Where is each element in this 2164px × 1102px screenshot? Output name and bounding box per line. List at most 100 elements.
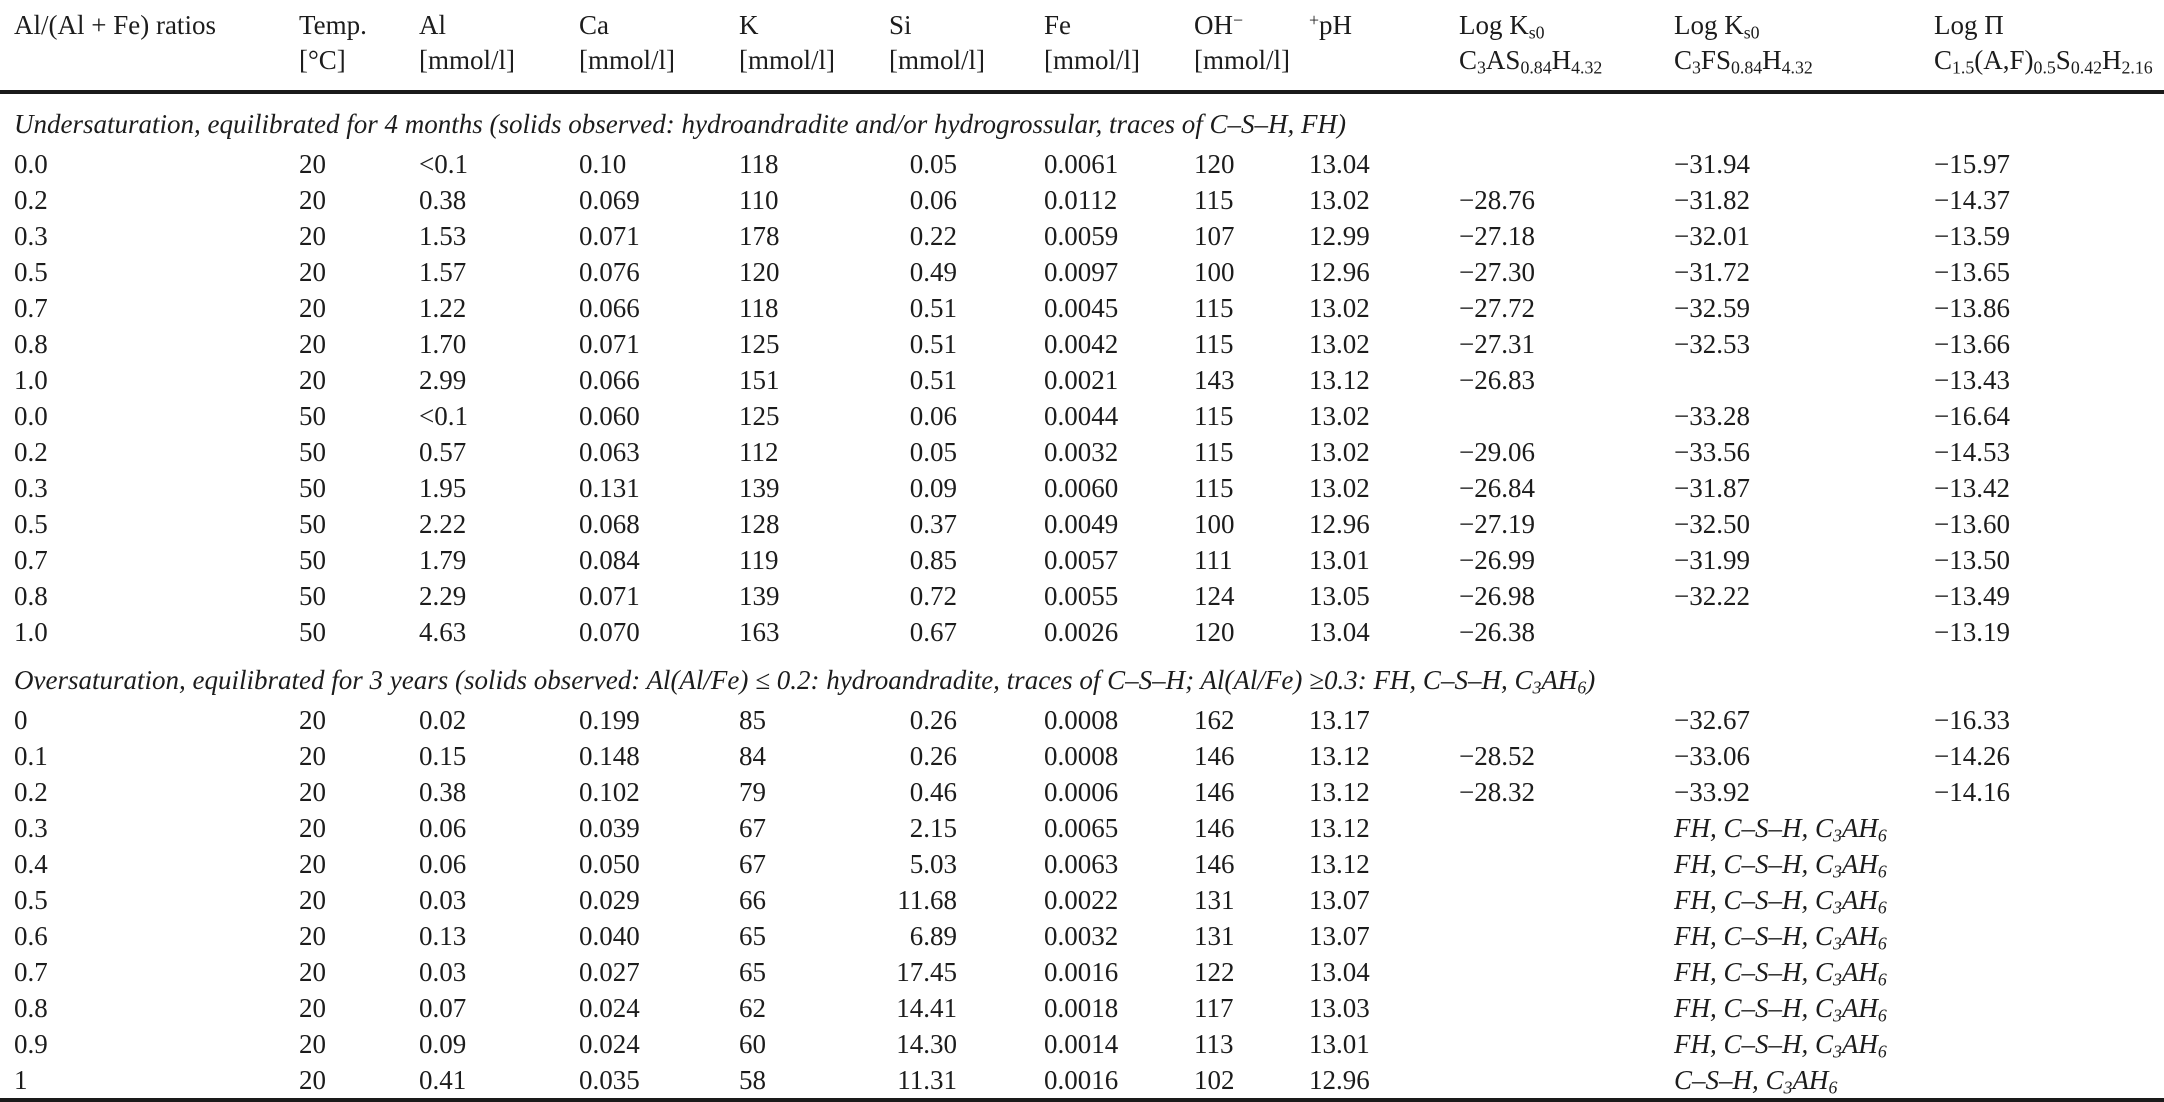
cell-al: <0.1 <box>419 401 468 431</box>
column-title: +pH <box>1309 9 1353 40</box>
table-row: 0.2 20 0.38 0.102 79 0.46 0.0006 146 13.12 −28.32… <box>0 774 2164 810</box>
cell-ph: 12.96 <box>1309 257 1370 287</box>
cell-ph: 13.02 <box>1309 185 1370 215</box>
cell-logks0-c3as <box>1445 702 1660 738</box>
cell-al: 0.57 <box>419 437 467 467</box>
table-row: 0.7 50 1.79 0.084 119 0.85 0.0057 111 13.01 −26.9… <box>0 542 2164 578</box>
cell-al: 0.41 <box>419 1065 467 1095</box>
table-row: 0.8 20 0.07 0.024 62 14.41 0.0018 117 13.03 FH, C… <box>0 990 2164 1026</box>
cell-ca: 0.027 <box>579 957 640 987</box>
column-title: Al/(Al + Fe) ratios <box>14 10 216 40</box>
table-row: 0.3 20 0.06 0.039 67 2.15 0.0065 146 13.12 FH, C–… <box>0 810 2164 846</box>
cell-oh: 115 <box>1194 473 1234 503</box>
cell-si: 0.51 <box>909 365 957 395</box>
cell-oh: 115 <box>1194 401 1234 431</box>
cell-oh: 146 <box>1194 813 1235 843</box>
cell-logks0-c3fs: −31.87 <box>1674 473 1750 503</box>
column-unit <box>14 43 285 78</box>
cell-al: 0.38 <box>419 185 467 215</box>
cell-al: 0.09 <box>419 1029 467 1059</box>
cell-k: 139 <box>739 473 780 503</box>
cell-k: 163 <box>739 617 780 647</box>
cell-logks0-c3as: −26.98 <box>1459 581 1535 611</box>
cell-ratio: 0.8 <box>14 993 48 1023</box>
cell-logpi: −13.19 <box>1934 617 2010 647</box>
cell-oh: 113 <box>1194 1029 1234 1059</box>
column-unit: [mmol/l] <box>579 45 675 75</box>
cell-oh: 115 <box>1194 293 1234 323</box>
column-unit: [mmol/l] <box>1044 45 1140 75</box>
column-unit: [mmol/l] <box>1194 45 1290 75</box>
table-row: 0.5 20 1.57 0.076 120 0.49 0.0097 100 12.96 −27.3… <box>0 254 2164 290</box>
cell-temp: 20 <box>299 1065 326 1095</box>
cell-si: 0.85 <box>909 545 957 575</box>
cell-fe: 0.0044 <box>1044 401 1119 431</box>
cell-ratio: 0.9 <box>14 1029 48 1059</box>
cell-ph: 13.12 <box>1309 741 1370 771</box>
cell-ph: 13.04 <box>1309 617 1370 647</box>
cell-ca: 0.102 <box>579 777 640 807</box>
cell-si: 11.31 <box>897 1065 957 1095</box>
cell-ratio: 0.7 <box>14 545 48 575</box>
column-title: Ca <box>579 10 609 40</box>
cell-si: 0.06 <box>909 401 957 431</box>
cell-ph: 13.12 <box>1309 777 1370 807</box>
cell-ratio: 0.6 <box>14 921 48 951</box>
cell-logks0-c3as <box>1445 146 1660 182</box>
cell-logks0-c3fs: C–S–H, C3AH6 <box>1674 1065 1838 1098</box>
cell-al: 1.53 <box>419 221 467 251</box>
cell-logpi: −13.43 <box>1934 365 2010 395</box>
cell-oh: 100 <box>1194 509 1235 539</box>
table-row: 0.3 50 1.95 0.131 139 0.09 0.0060 115 13.02 −26.8… <box>0 470 2164 506</box>
cell-ca: 0.050 <box>579 849 640 879</box>
cell-logks0-c3as <box>1445 882 1660 918</box>
cell-oh: 146 <box>1194 849 1235 879</box>
cell-temp: 20 <box>299 149 326 179</box>
cell-logks0-c3fs: FH, C–S–H, C3AH6 <box>1674 957 1887 990</box>
cell-ratio: 1.0 <box>14 365 48 395</box>
cell-si: 0.37 <box>909 509 957 539</box>
cell-logks0-c3as <box>1445 1062 1660 1100</box>
cell-fe: 0.0059 <box>1044 221 1119 251</box>
cell-logks0-c3as: −29.06 <box>1459 437 1535 467</box>
cell-ratio: 0.0 <box>14 149 48 179</box>
cell-k: 112 <box>739 437 779 467</box>
table-row: 0.2 50 0.57 0.063 112 0.05 0.0032 115 13.02 −29.0… <box>0 434 2164 470</box>
cell-ph: 13.12 <box>1309 849 1370 879</box>
cell-si: 14.41 <box>896 993 957 1023</box>
column-header-ca: Ca [mmol/l] <box>565 0 725 94</box>
cell-k: 118 <box>739 149 779 179</box>
cell-ph: 13.07 <box>1309 885 1370 915</box>
cell-logpi: −13.42 <box>1934 473 2010 503</box>
cell-fe: 0.0008 <box>1044 741 1119 771</box>
cell-ca: 0.10 <box>579 149 627 179</box>
cell-logpi <box>1920 954 2164 990</box>
cell-logks0-c3as: −26.99 <box>1459 545 1535 575</box>
cell-temp: 20 <box>299 849 326 879</box>
cell-oh: 115 <box>1194 329 1234 359</box>
cell-ca: 0.039 <box>579 813 640 843</box>
cell-fe: 0.0032 <box>1044 921 1119 951</box>
cell-oh: 122 <box>1194 957 1235 987</box>
cell-logks0-c3fs: −32.59 <box>1674 293 1750 323</box>
cell-ph: 13.04 <box>1309 957 1370 987</box>
section-row: Oversaturation, equilibrated for 3 years… <box>0 650 2164 702</box>
cell-logpi: −13.50 <box>1934 545 2010 575</box>
cell-fe: 0.0055 <box>1044 581 1119 611</box>
cell-al: 1.95 <box>419 473 467 503</box>
column-header-oh: OH− [mmol/l] <box>1180 0 1295 94</box>
cell-ca: 0.071 <box>579 221 640 251</box>
cell-si: 11.68 <box>897 885 957 915</box>
column-header-ratio: Al/(Al + Fe) ratios <box>0 0 285 94</box>
cell-k: 66 <box>739 885 766 915</box>
cell-ratio: 1 <box>14 1065 28 1095</box>
cell-temp: 50 <box>299 617 326 647</box>
table-row: 0.1 20 0.15 0.148 84 0.26 0.0008 146 13.12 −28.52… <box>0 738 2164 774</box>
cell-logks0-c3fs: −32.53 <box>1674 329 1750 359</box>
cell-ca: 0.076 <box>579 257 640 287</box>
cell-logks0-c3as <box>1445 954 1660 990</box>
cell-logks0-c3fs: −32.50 <box>1674 509 1750 539</box>
column-unit: [mmol/l] <box>739 45 835 75</box>
cell-al: 0.07 <box>419 993 467 1023</box>
